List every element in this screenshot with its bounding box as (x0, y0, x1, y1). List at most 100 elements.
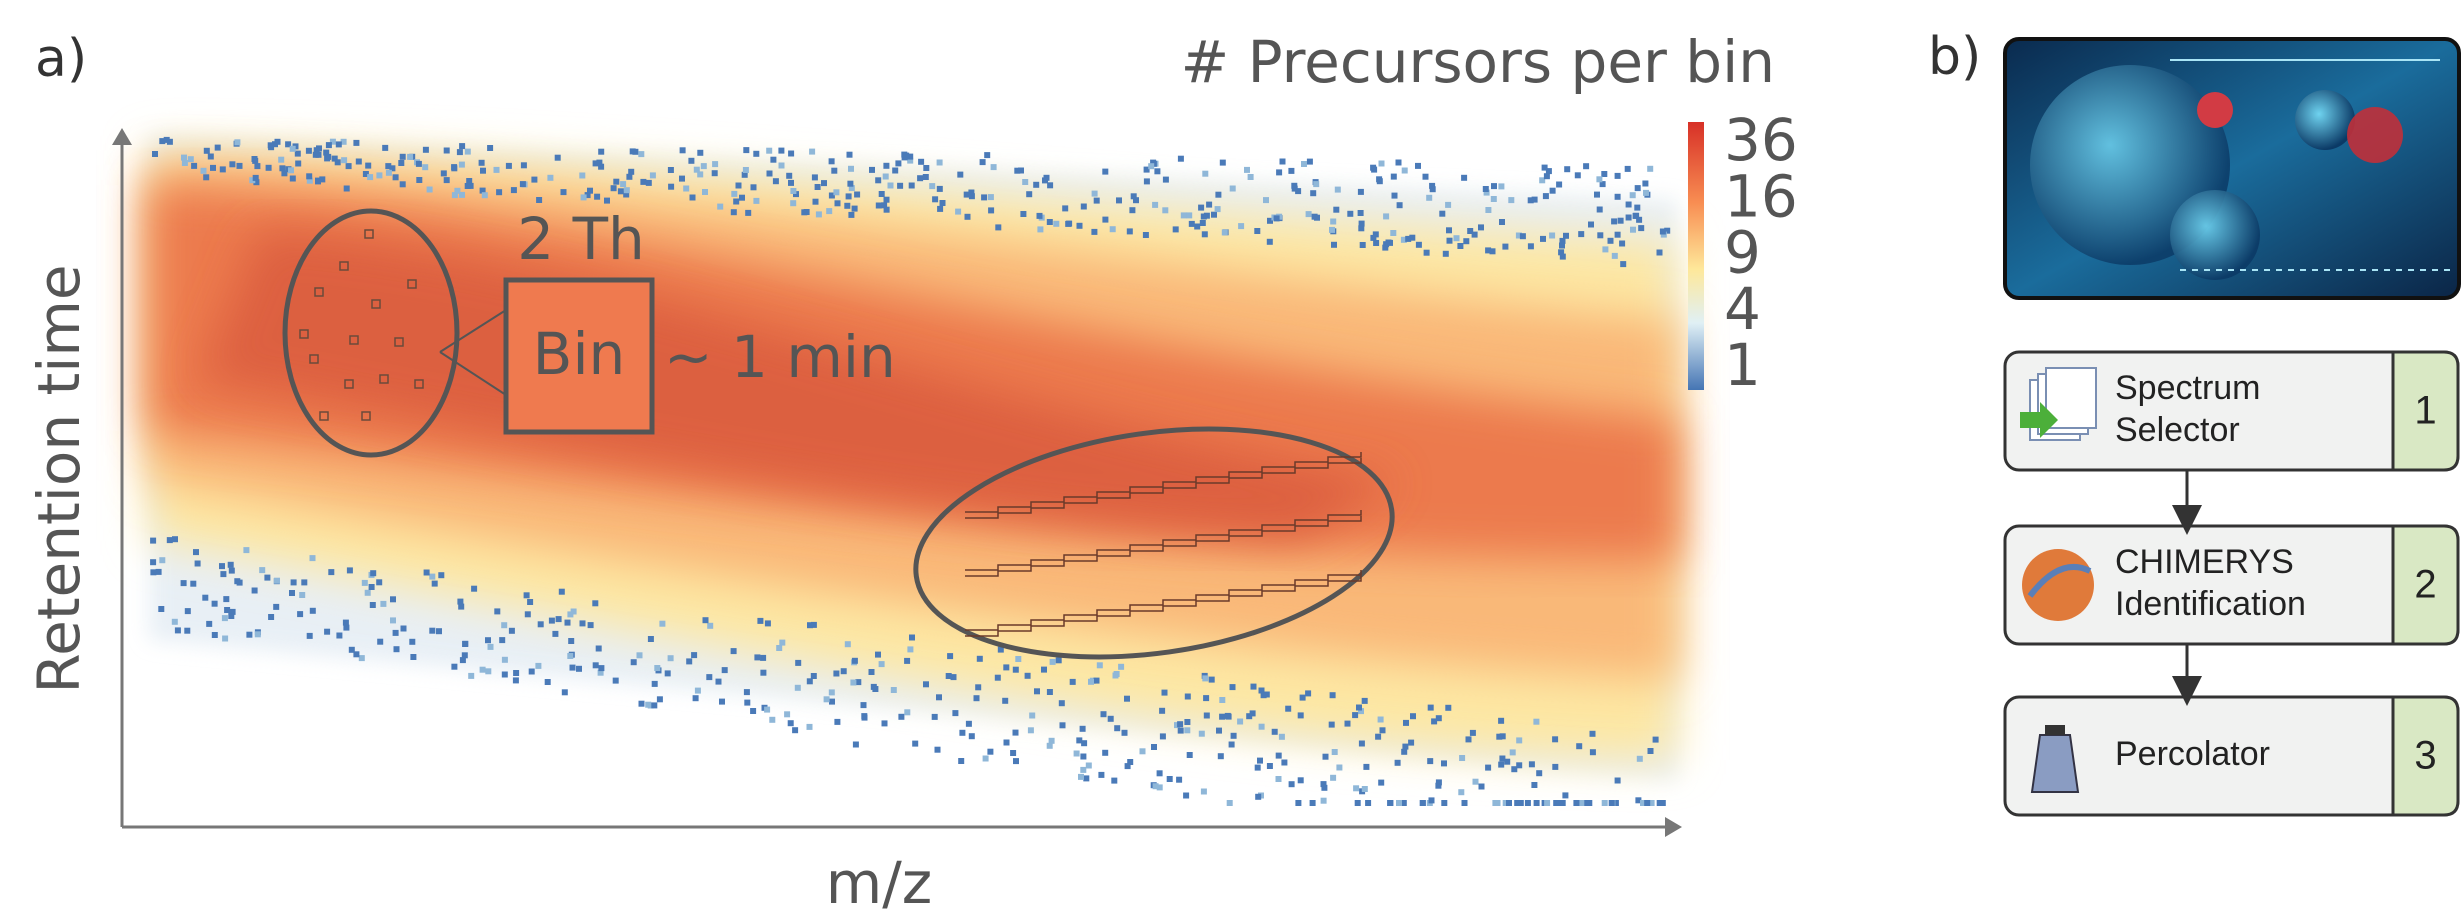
pixel (757, 618, 763, 624)
pixel (816, 211, 822, 217)
pixel (1371, 167, 1377, 173)
pixel (778, 148, 784, 154)
pixel (1211, 212, 1217, 218)
pixel (1186, 212, 1192, 218)
pixel (596, 646, 602, 652)
pixel (646, 180, 652, 186)
pixel (382, 145, 388, 151)
pixel (365, 590, 371, 596)
pixel (220, 571, 226, 577)
pixel (1070, 679, 1076, 685)
pixel (1355, 800, 1361, 806)
pixel (1560, 238, 1566, 244)
pixel (1415, 163, 1421, 169)
pixel (252, 588, 258, 594)
x-axis-arrow (1665, 817, 1682, 837)
pixel (1118, 664, 1124, 670)
pixel (524, 592, 530, 598)
pixel (1086, 763, 1092, 769)
pixel (1615, 173, 1621, 179)
pixel (1003, 664, 1009, 670)
pixel (968, 190, 974, 196)
pixel (1037, 213, 1043, 219)
pixel (1457, 243, 1463, 249)
pixel (648, 636, 654, 642)
pixel (912, 741, 918, 747)
pixel (1467, 228, 1473, 234)
pixel (592, 600, 598, 606)
pixel (581, 194, 587, 200)
pixel (1148, 163, 1154, 169)
pixel (1116, 197, 1122, 203)
pixel (1409, 235, 1415, 241)
pixel (846, 193, 852, 199)
pixel (680, 147, 686, 153)
pixel (254, 163, 260, 169)
pixel (1267, 239, 1273, 245)
pixel (1362, 698, 1368, 704)
pixel (736, 183, 742, 189)
pixel (1028, 727, 1034, 733)
pixel (1454, 235, 1460, 241)
pixel (565, 620, 571, 626)
pixel (683, 186, 689, 192)
pixel (1514, 800, 1520, 806)
pixel (152, 151, 158, 157)
pixel (346, 163, 352, 169)
pixel (620, 181, 626, 187)
pixel (1647, 166, 1653, 172)
pixel (1033, 182, 1039, 188)
pixel (1485, 207, 1491, 213)
pixel (527, 599, 533, 605)
pixel (1062, 205, 1068, 211)
pixel (212, 632, 218, 638)
pixel (228, 562, 234, 568)
pixel (1543, 193, 1549, 199)
pixel (228, 613, 234, 619)
pixel (301, 579, 307, 585)
pixel (278, 157, 284, 163)
pixel (1373, 231, 1379, 237)
pixel (1478, 224, 1484, 230)
pixel (468, 183, 474, 189)
pixel (831, 168, 837, 174)
pixel (549, 618, 555, 624)
pixel (436, 628, 442, 634)
pixel (485, 637, 491, 643)
pixel (1620, 261, 1626, 267)
pixel (1635, 185, 1641, 191)
pixel (719, 699, 725, 705)
pixel (506, 163, 512, 169)
pixel (645, 702, 651, 708)
pixel (511, 187, 517, 193)
pixel (1013, 730, 1019, 736)
pixel (1047, 743, 1053, 749)
pixel (807, 678, 813, 684)
pixel (336, 141, 342, 147)
pixel (1596, 176, 1602, 182)
pixel (234, 139, 240, 145)
pixel (892, 168, 898, 174)
colorbar (1688, 122, 1704, 390)
pixel (1585, 800, 1591, 806)
pixel (807, 724, 813, 730)
pixel (983, 756, 989, 762)
pixel (410, 654, 416, 660)
pixel (204, 148, 210, 154)
pixel (1060, 722, 1066, 728)
pixel (499, 637, 505, 643)
pixel (229, 161, 235, 167)
pixel (937, 206, 943, 212)
pixel (1088, 679, 1094, 685)
pixel (1356, 705, 1362, 711)
pixel (932, 714, 938, 720)
pixel (253, 175, 259, 181)
pixel (1267, 763, 1273, 769)
pixel (341, 157, 347, 163)
pixel (556, 616, 562, 622)
pixel (529, 669, 535, 675)
pixel (826, 208, 832, 214)
pixel (424, 570, 430, 576)
pixel (628, 169, 634, 175)
pixel (268, 142, 274, 148)
